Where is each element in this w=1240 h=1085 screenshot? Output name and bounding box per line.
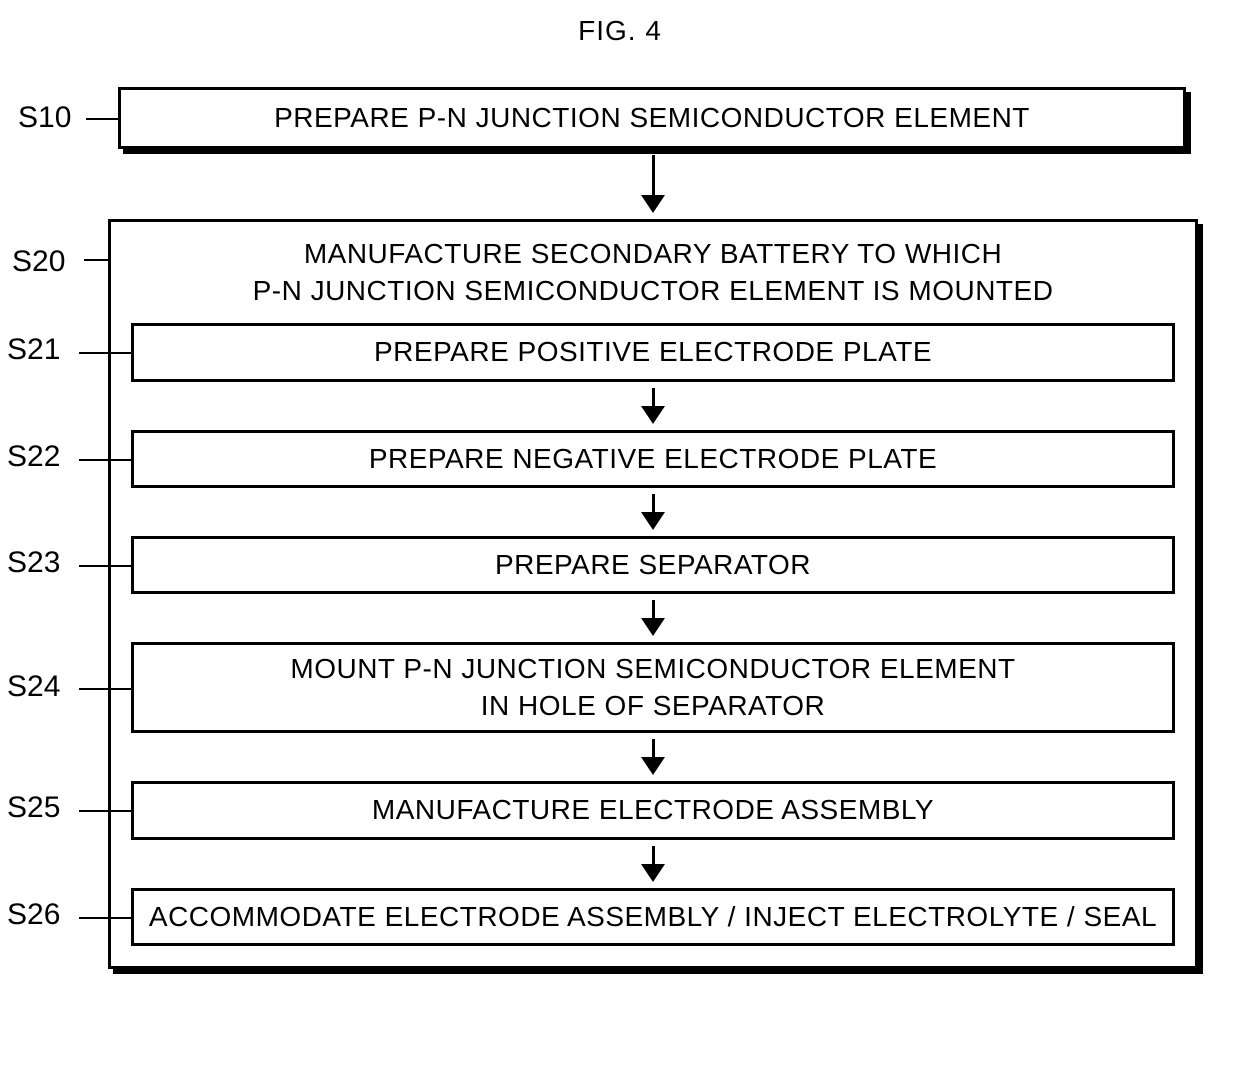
arrow-head-icon	[641, 195, 665, 213]
step-s22-label: S22	[7, 440, 60, 474]
connector-line	[86, 118, 118, 120]
arrow-stem	[652, 846, 655, 864]
step-s21-label: S21	[7, 333, 60, 367]
s24-line1: MOUNT P-N JUNCTION SEMICONDUCTOR ELEMENT	[290, 653, 1015, 684]
arrow-stem	[652, 494, 655, 512]
arrow	[131, 494, 1175, 530]
figure-title: FIG. 4	[0, 0, 1240, 47]
step-s25-label: S25	[7, 791, 60, 825]
arrow	[131, 600, 1175, 636]
arrow-head-icon	[641, 618, 665, 636]
connector-line	[79, 352, 131, 354]
step-s24-wrap: S24 MOUNT P-N JUNCTION SEMICONDUCTOR ELE…	[131, 642, 1175, 733]
step-s26-label: S26	[7, 898, 60, 932]
step-s21-wrap: S21 PREPARE POSITIVE ELECTRODE PLATE	[131, 323, 1175, 381]
arrow	[131, 739, 1175, 775]
arrow-stem	[652, 739, 655, 757]
step-s21-box: PREPARE POSITIVE ELECTRODE PLATE	[131, 323, 1175, 381]
arrow-head-icon	[641, 757, 665, 775]
arrow-stem	[652, 600, 655, 618]
s24-line2: IN HOLE OF SEPARATOR	[481, 690, 826, 721]
arrow-stem	[652, 155, 655, 195]
connector-line	[79, 565, 131, 567]
connector-line	[79, 917, 131, 919]
connector-line	[79, 810, 131, 812]
arrow	[131, 846, 1175, 882]
flowchart: S10 PREPARE P-N JUNCTION SEMICONDUCTOR E…	[108, 87, 1198, 969]
step-s22-wrap: S22 PREPARE NEGATIVE ELECTRODE PLATE	[131, 430, 1175, 488]
arrow-stem	[652, 388, 655, 406]
step-s25-wrap: S25 MANUFACTURE ELECTRODE ASSEMBLY	[131, 781, 1175, 839]
s20-title-line2: P-N JUNCTION SEMICONDUCTOR ELEMENT IS MO…	[253, 275, 1054, 306]
step-s25-box: MANUFACTURE ELECTRODE ASSEMBLY	[131, 781, 1175, 839]
step-s23-box: PREPARE SEPARATOR	[131, 536, 1175, 594]
arrow	[131, 388, 1175, 424]
s20-title-line1: MANUFACTURE SECONDARY BATTERY TO WHICH	[304, 238, 1002, 269]
arrow-s10-to-s20	[108, 155, 1198, 213]
step-s20-wrap: S20 MANUFACTURE SECONDARY BATTERY TO WHI…	[108, 219, 1198, 969]
connector-line	[79, 459, 131, 461]
arrow-head-icon	[641, 512, 665, 530]
step-s26-wrap: S26 ACCOMMODATE ELECTRODE ASSEMBLY / INJ…	[131, 888, 1175, 946]
arrow-head-icon	[641, 864, 665, 882]
arrow-head-icon	[641, 406, 665, 424]
step-s20-title: MANUFACTURE SECONDARY BATTERY TO WHICH P…	[131, 236, 1175, 309]
step-s10-wrap: S10 PREPARE P-N JUNCTION SEMICONDUCTOR E…	[118, 87, 1186, 149]
step-s22-box: PREPARE NEGATIVE ELECTRODE PLATE	[131, 430, 1175, 488]
step-s24-label: S24	[7, 670, 60, 704]
connector-line	[79, 688, 131, 690]
step-s23-label: S23	[7, 546, 60, 580]
step-s26-box: ACCOMMODATE ELECTRODE ASSEMBLY / INJECT …	[131, 888, 1175, 946]
step-s23-wrap: S23 PREPARE SEPARATOR	[131, 536, 1175, 594]
step-s20-box: MANUFACTURE SECONDARY BATTERY TO WHICH P…	[108, 219, 1198, 969]
connector-line	[84, 259, 108, 261]
step-s20-label: S20	[12, 245, 65, 279]
step-s10-box: PREPARE P-N JUNCTION SEMICONDUCTOR ELEME…	[118, 87, 1186, 149]
step-s24-box: MOUNT P-N JUNCTION SEMICONDUCTOR ELEMENT…	[131, 642, 1175, 733]
step-s10-label: S10	[18, 101, 71, 135]
